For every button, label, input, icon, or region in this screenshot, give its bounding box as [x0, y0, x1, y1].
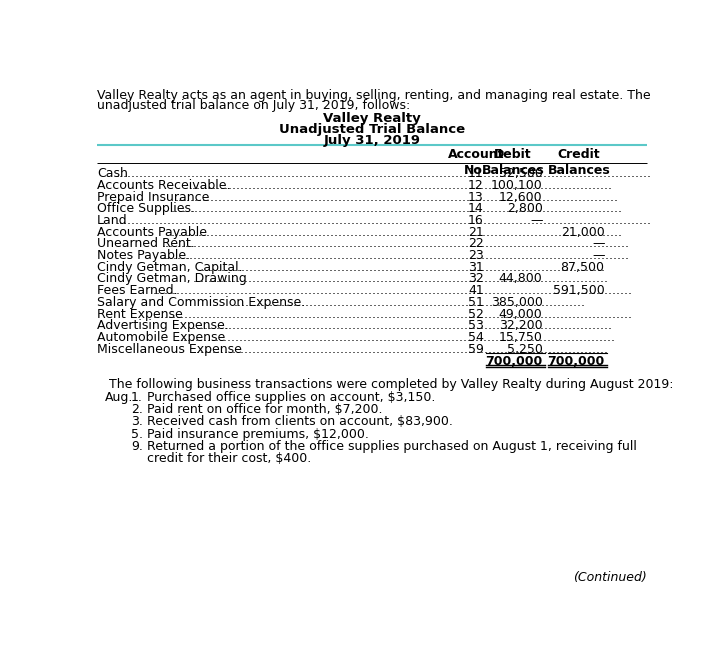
- Text: ................................................................................: ........................................…: [116, 214, 652, 227]
- Text: ................................................................................: ........................................…: [116, 167, 652, 180]
- Text: ................................................................................: ........................................…: [152, 307, 632, 321]
- Text: (Continued): (Continued): [574, 570, 647, 584]
- Text: 2,800: 2,800: [507, 202, 542, 215]
- Text: ................................................................................: ........................................…: [161, 249, 629, 262]
- Text: ................................................................................: ........................................…: [175, 190, 619, 204]
- Text: ................................................................................: ........................................…: [179, 331, 616, 344]
- Text: Purchased office supplies on account, $3,150.: Purchased office supplies on account, $3…: [147, 391, 435, 404]
- Text: Accounts Payable: Accounts Payable: [97, 225, 207, 239]
- Text: ................................................................................: ........................................…: [189, 179, 613, 192]
- Text: The following business transactions were completed by Valley Realty during Augus: The following business transactions were…: [97, 379, 674, 391]
- Text: 52,500: 52,500: [499, 167, 542, 180]
- Text: unadjusted trial balance on July 31, 2019, follows:: unadjusted trial balance on July 31, 201…: [97, 99, 410, 112]
- Text: 32: 32: [468, 272, 484, 286]
- Text: Automobile Expense: Automobile Expense: [97, 331, 225, 344]
- Text: 54: 54: [468, 331, 484, 344]
- Text: 22: 22: [468, 237, 484, 251]
- Text: 52: 52: [468, 307, 484, 321]
- Text: Paid rent on office for month, $7,200.: Paid rent on office for month, $7,200.: [147, 403, 382, 416]
- Text: 87,500: 87,500: [560, 260, 605, 274]
- Text: 5.: 5.: [131, 428, 143, 441]
- Text: —: —: [592, 237, 605, 251]
- Text: 12,600: 12,600: [499, 190, 542, 204]
- Text: Notes Payable.: Notes Payable.: [97, 249, 190, 262]
- Text: Accounts Receivable.: Accounts Receivable.: [97, 179, 230, 192]
- Text: 700,000: 700,000: [485, 354, 542, 368]
- Text: Advertising Expense.: Advertising Expense.: [97, 319, 229, 332]
- Text: Credit
Balances: Credit Balances: [547, 148, 611, 177]
- Text: Valley Realty acts as an agent in buying, selling, renting, and managing real es: Valley Realty acts as an agent in buying…: [97, 89, 650, 102]
- Text: 591,500: 591,500: [552, 284, 605, 297]
- Text: ................................................................................: ........................................…: [161, 237, 629, 251]
- Text: ................................................................................: ........................................…: [189, 319, 613, 332]
- Text: 15,750: 15,750: [499, 331, 542, 344]
- Text: Aug.: Aug.: [105, 391, 133, 404]
- Text: Unearned Rent.: Unearned Rent.: [97, 237, 195, 251]
- Text: 53: 53: [468, 319, 484, 332]
- Text: Salary and Commission Expense.: Salary and Commission Expense.: [97, 296, 305, 309]
- Text: Prepaid Insurance: Prepaid Insurance: [97, 190, 209, 204]
- Text: Received cash from clients on account, $83,900.: Received cash from clients on account, $…: [147, 415, 452, 428]
- Text: Rent Expense: Rent Expense: [97, 307, 183, 321]
- Text: 14: 14: [468, 202, 484, 215]
- Text: 100,100: 100,100: [491, 179, 542, 192]
- Text: 21,000: 21,000: [560, 225, 605, 239]
- Text: 44,800: 44,800: [499, 272, 542, 286]
- Text: ................................................................................: ........................................…: [193, 272, 609, 286]
- Text: Miscellaneous Expense: Miscellaneous Expense: [97, 342, 242, 356]
- Text: 13: 13: [468, 190, 484, 204]
- Text: Debit
Balances: Debit Balances: [482, 148, 544, 177]
- Text: July 31, 2019: July 31, 2019: [324, 134, 420, 147]
- Text: credit for their cost, $400.: credit for their cost, $400.: [147, 452, 311, 465]
- Text: 2.: 2.: [131, 403, 143, 416]
- Text: 1.: 1.: [131, 391, 143, 404]
- Text: Cash: Cash: [97, 167, 128, 180]
- Text: —: —: [530, 214, 542, 227]
- Text: Returned a portion of the office supplies purchased on August 1, receiving full: Returned a portion of the office supplie…: [147, 440, 637, 453]
- Text: 41: 41: [468, 284, 484, 297]
- Text: 59: 59: [468, 342, 484, 356]
- Text: 21: 21: [468, 225, 484, 239]
- Text: ................................................................................: ........................................…: [171, 225, 622, 239]
- Text: 32,200: 32,200: [499, 319, 542, 332]
- Text: ................................................................................: ........................................…: [171, 202, 622, 215]
- Text: Account
No.: Account No.: [448, 148, 504, 177]
- Text: 385,000: 385,000: [491, 296, 542, 309]
- Text: 3.: 3.: [131, 415, 143, 428]
- Text: ................................................................................: ........................................…: [197, 260, 605, 274]
- Text: Cindy Getman, Drawing: Cindy Getman, Drawing: [97, 272, 247, 286]
- Text: Valley Realty: Valley Realty: [323, 112, 421, 126]
- Text: 700,000: 700,000: [547, 354, 605, 368]
- Text: ................................................................................: ........................................…: [193, 342, 609, 356]
- Text: 49,000: 49,000: [499, 307, 542, 321]
- Text: 5,250: 5,250: [507, 342, 542, 356]
- Text: 11: 11: [468, 167, 484, 180]
- Text: —: —: [592, 249, 605, 262]
- Text: 12: 12: [468, 179, 484, 192]
- Text: 16: 16: [468, 214, 484, 227]
- Text: Unadjusted Trial Balance: Unadjusted Trial Balance: [279, 123, 465, 136]
- Text: Land: Land: [97, 214, 128, 227]
- Text: 31: 31: [468, 260, 484, 274]
- Text: ................................................................................: ........................................…: [234, 296, 586, 309]
- Text: 51: 51: [468, 296, 484, 309]
- Text: 9.: 9.: [131, 440, 143, 453]
- Text: Fees Earned.: Fees Earned.: [97, 284, 178, 297]
- Text: 23: 23: [468, 249, 484, 262]
- Text: Office Supplies.: Office Supplies.: [97, 202, 195, 215]
- Text: Cindy Getman, Capital.: Cindy Getman, Capital.: [97, 260, 242, 274]
- Text: ................................................................................: ........................................…: [152, 284, 632, 297]
- Text: Paid insurance premiums, $12,000.: Paid insurance premiums, $12,000.: [147, 428, 368, 441]
